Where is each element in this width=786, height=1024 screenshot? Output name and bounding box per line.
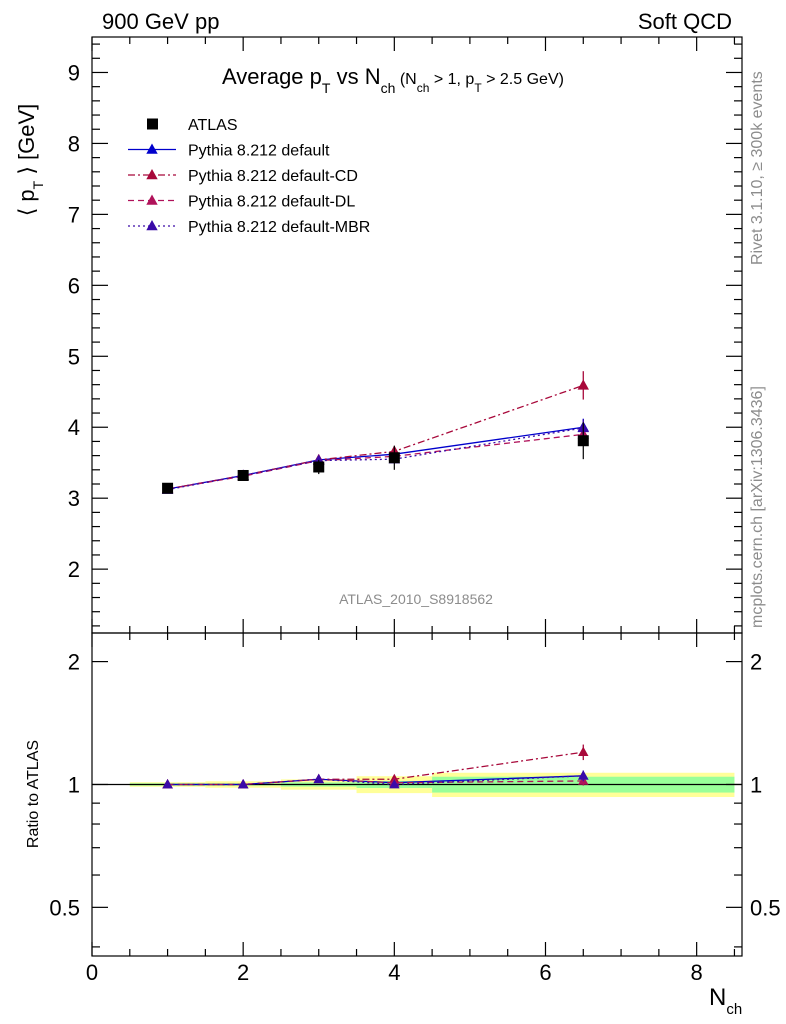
atlas-data-point [162,482,174,494]
y-tick-label-main: 5 [68,344,80,369]
mcplots-reference-text: mcplots.cern.ch [arXiv:1306.3436] [749,386,766,628]
atlas-data-point [237,469,249,481]
series-line-mbr [167,427,584,491]
chart-title: Average pT vs Nch (Nch > 1, pT > 2.5 GeV… [222,64,564,96]
series-line-cd [167,384,584,490]
y-tick-label-main: 3 [68,486,80,511]
ratio-point-mbr [313,773,324,784]
y-tick-label-ratio: 2 [68,650,80,675]
ratio-point-mbr [389,778,400,789]
rivet-version-text: Rivet 3.1.10, ≥ 300k events [749,71,766,265]
ratio-series-layer [162,744,589,789]
x-tick-label: 2 [237,960,249,985]
atlas-data-point [577,435,589,447]
atlas-data-point [388,452,400,464]
series-line-dl [167,433,584,490]
ratio-point-mbr [162,778,173,789]
y-tick-label-ratio-right: 0.5 [750,895,781,920]
legend-label-atlas: ATLAS [188,117,238,134]
series-line-default [167,426,584,490]
y-tick-label-ratio: 0.5 [49,895,80,920]
y-tick-label-main: 2 [68,557,80,582]
legend-label-mbr: Pythia 8.212 default-MBR [188,219,370,236]
x-axis-label: Nch [709,984,742,1018]
main-y-axis-label: ⟨ pT ⟩ [GeV] [14,104,46,217]
header-left: 900 GeV pp [102,9,219,34]
y-tick-label-ratio: 1 [68,772,80,797]
y-tick-label-ratio-right: 1 [750,772,762,797]
ratio-point-cd [578,746,589,756]
axes-layer: 0 2 4 6 8 2 3 4 5 6 7 8 9 0.5 0.5 1 1 2 2 [49,37,781,985]
y-tick-label-main: 6 [68,273,80,298]
y-tick-label-main: 7 [68,202,80,227]
y-tick-label-main: 9 [68,60,80,85]
x-tick-label: 4 [388,960,400,985]
analysis-watermark: ATLAS_2010_S8918562 [339,591,493,607]
ratio-point-mbr [578,770,589,780]
legend-marker-dl [146,194,158,205]
y-tick-label-ratio-right: 2 [750,650,762,675]
legend-label-cd: Pythia 8.212 default-CD [188,168,358,185]
legend-marker-mbr [146,220,158,231]
legend: ATLAS Pythia 8.212 default Pythia 8.212 de… [128,117,370,236]
y-tick-label-main: 8 [68,131,80,156]
legend-marker-atlas [147,118,158,130]
header-right: Soft QCD [638,9,732,34]
legend-label-default: Pythia 8.212 default [188,143,330,160]
x-tick-label: 6 [539,960,551,985]
ratio-point-mbr [237,778,249,789]
atlas-data-point [313,461,325,473]
main-series-layer [161,371,589,494]
legend-label-dl: Pythia 8.212 default-DL [188,194,355,211]
legend-marker-cd [146,169,158,180]
ratio-plot-frame [91,632,743,957]
data-point-cd [577,379,589,390]
y-tick-label-main: 4 [68,415,80,440]
ratio-y-axis-label: Ratio to ATLAS [25,740,42,848]
x-tick-label: 0 [86,960,98,985]
legend-marker-default [146,143,158,154]
x-tick-label: 8 [691,960,703,985]
